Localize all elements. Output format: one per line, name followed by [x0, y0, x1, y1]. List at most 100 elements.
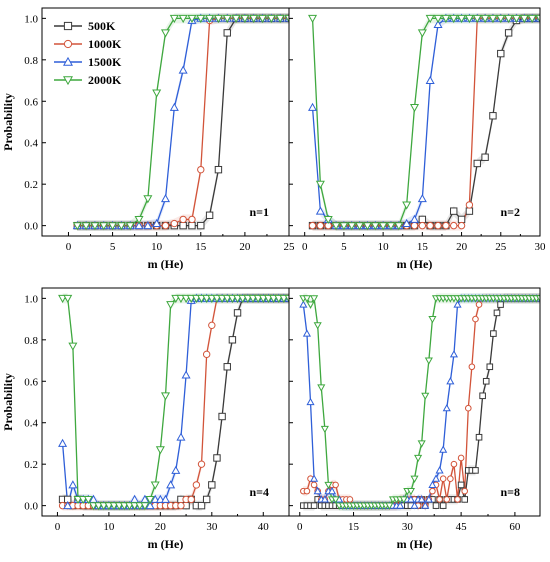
x-tick-label: 0	[55, 521, 61, 533]
line-2000k	[303, 296, 540, 507]
point-1000k	[426, 221, 434, 230]
point-1000k	[443, 496, 451, 503]
point-2000k	[331, 496, 340, 504]
point-2000k	[480, 14, 490, 24]
y-tick-label: 0.0	[24, 501, 38, 513]
point-2000k	[140, 502, 150, 511]
panel-4-lines	[302, 296, 540, 507]
point-2000k	[63, 294, 73, 304]
point-2000k	[258, 14, 268, 24]
point-2000k	[249, 14, 259, 24]
point-1000k	[454, 496, 461, 503]
point-2000k	[125, 222, 135, 231]
point-1500k	[68, 480, 78, 489]
panel-frame	[288, 287, 541, 517]
point-1000k	[436, 496, 443, 503]
y-tick-label: 0.0	[24, 221, 38, 233]
point-2000k	[160, 29, 171, 38]
point-2000k	[284, 14, 289, 24]
point-500k	[489, 112, 497, 120]
point-500k	[202, 495, 211, 504]
point-500k	[228, 336, 237, 344]
point-500k	[457, 215, 466, 224]
point-2000k	[187, 14, 197, 24]
point-2000k	[99, 222, 109, 231]
band-2000k	[62, 293, 289, 511]
point-1500k	[171, 465, 181, 474]
point-2000k	[385, 502, 394, 510]
y-tick-label: 0.8	[24, 335, 38, 347]
point-2000k	[90, 222, 100, 231]
panel-frames-layer	[41, 7, 541, 517]
point-1500k	[425, 75, 435, 84]
point-1500k	[313, 486, 322, 495]
point-500k	[504, 29, 513, 37]
point-1000k	[188, 215, 196, 224]
point-500k	[472, 467, 479, 474]
point-500k	[233, 309, 242, 317]
point-2000k	[205, 14, 215, 24]
point-2000k	[370, 222, 380, 231]
point-1500k	[321, 15, 328, 22]
point-1000k	[170, 219, 179, 228]
x-tick-label: 25	[495, 241, 507, 253]
point-500k	[450, 207, 458, 215]
point-2000k	[152, 89, 162, 98]
point-2000k	[417, 29, 427, 38]
point-2000k	[302, 295, 311, 303]
point-2000k	[166, 301, 176, 310]
y-tick-label: 0.6	[24, 376, 38, 388]
point-1500k	[58, 438, 68, 447]
point-1500k	[315, 206, 325, 215]
x-tick-label: 60	[509, 521, 521, 533]
point-500k	[295, 15, 301, 21]
line-1000k	[303, 297, 540, 507]
point-1000k	[310, 481, 318, 489]
point-2000k	[339, 222, 349, 231]
point-1500k	[299, 300, 308, 308]
point-1000k	[197, 165, 205, 174]
x-tick-label: 15	[195, 241, 207, 253]
x-tick-label: 0	[66, 241, 72, 253]
point-1000k	[321, 15, 327, 21]
legend-entry-1000k: 1000K	[54, 37, 122, 51]
point-1500k	[310, 474, 319, 482]
point-2000k	[108, 222, 118, 231]
point-2000k	[323, 215, 333, 225]
point-1500k	[396, 501, 405, 509]
point-2000k	[240, 14, 250, 24]
line-1000k	[312, 17, 540, 227]
text-layer: 0 5 10 15 20 25 0.0 0.2 0.4 0.6 0.8 1.0 m (He) Probab…	[1, 13, 546, 551]
point-2000k	[457, 14, 467, 24]
point-2000k	[424, 357, 433, 365]
panel-2-lines	[311, 17, 540, 227]
point-1000k	[202, 350, 211, 359]
point-2000k	[315, 180, 325, 189]
x-tick-label: 10	[151, 241, 163, 253]
x-tick-label: 45	[456, 521, 468, 533]
point-1500k	[435, 466, 444, 474]
point-500k	[214, 165, 223, 174]
point-1500k	[417, 495, 426, 503]
point-1500k	[409, 214, 420, 223]
point-2000k	[472, 14, 482, 24]
point-2000k	[160, 392, 171, 401]
point-1500k	[134, 220, 144, 230]
point-500k	[208, 481, 216, 489]
point-1000k	[316, 221, 325, 230]
point-500k	[223, 29, 231, 37]
x-tick-label: 15	[348, 521, 360, 533]
point-500k	[330, 15, 336, 21]
panel-3-bands	[62, 293, 289, 511]
point-1000k	[472, 315, 479, 323]
x-axis-title: m (He)	[397, 257, 433, 271]
point-1500k	[181, 370, 191, 379]
point-2000k	[362, 222, 372, 231]
point-1000k	[179, 215, 187, 224]
point-500k	[310, 502, 318, 509]
point-500k	[457, 481, 465, 489]
y-tick-label: 0.4	[24, 418, 38, 430]
x-tick-label: 15	[417, 241, 429, 253]
point-2000k	[83, 495, 93, 505]
point-500k	[475, 433, 483, 441]
